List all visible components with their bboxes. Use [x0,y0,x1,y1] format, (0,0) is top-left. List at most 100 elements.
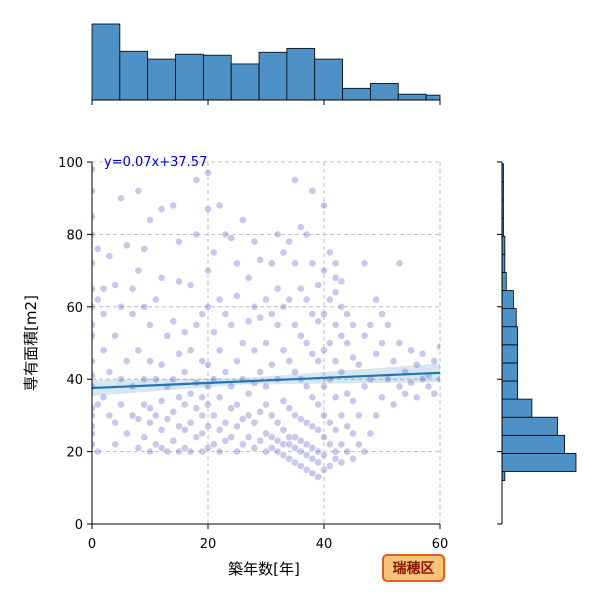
top-hist-bar [342,87,371,101]
scatter-point [279,397,288,405]
scatter-point [215,425,224,434]
scatter-point [273,436,282,445]
scatter-point [430,389,439,398]
scatter-point [227,234,236,242]
scatter-point [314,425,323,434]
scatter-point [325,462,334,470]
scatter-point [267,259,276,268]
scatter-point [180,368,189,376]
scatter-point [146,357,154,365]
scatter-point [175,349,183,358]
scatter-point [389,400,398,409]
scatter-point [314,357,323,365]
scatter-point [314,473,323,481]
scatter-point [308,259,317,268]
right-hist-bar [501,272,507,291]
x-tick-label: 20 [200,537,217,552]
scatter-point [134,444,143,452]
scatter-point [117,400,125,409]
scatter-point [169,436,178,445]
ward-badge: 瑞穂区 [382,554,445,582]
scatter-point [291,444,299,452]
scatter-point [192,433,201,442]
scatter-point [175,277,183,286]
scatter-point [157,444,166,452]
scatter-point [314,447,323,456]
scatter-point [279,425,288,434]
scatter-point [418,375,427,384]
scatter-point [134,187,143,195]
scatter-point [250,346,259,355]
top-hist-ticks [91,100,441,105]
scatter-point [267,360,276,369]
scatter-point [279,440,288,449]
scatter-point [325,248,334,257]
y-tick-label: 60 [66,301,83,316]
y-axis-ticks: 0 20 40 60 80 100 [58,156,92,533]
scatter-point [279,248,288,257]
scatter-point [320,201,328,210]
scatter-point [267,310,276,318]
scatter-point [93,295,102,304]
scatter-point [209,248,218,257]
scatter-point [302,418,311,427]
scatter-point [209,411,218,420]
scatter-point [244,389,253,398]
scatter-point [204,302,212,311]
scatter-point [349,397,357,405]
scatter-point [93,244,102,253]
scatter-point [325,418,334,427]
scatter-point [146,404,154,413]
scatter-point [343,422,352,431]
scatter-point [215,201,224,210]
scatter-point [221,310,230,318]
scatter-point [157,425,166,434]
scatter-point [262,295,270,304]
scatter-point [134,346,143,355]
scatter-point [285,433,294,442]
scatter-point [302,382,311,391]
scatter-point [337,458,346,467]
scatter-point [337,302,346,311]
scatter-point [244,317,253,326]
scatter-point [302,295,311,304]
scatter-point [331,425,340,434]
scatter-point [349,320,357,329]
scatter-point [343,447,352,456]
scatter-point [215,346,224,355]
scatter-point [343,339,352,347]
scatter-point [140,302,149,311]
scatter-point [99,284,108,293]
scatter-point [256,255,265,264]
scatter-point [291,368,299,376]
scatter-point [250,302,259,311]
scatter-point [221,418,230,427]
scatter-point [157,273,166,282]
scatter-point [320,411,328,420]
right-hist-bar [501,308,517,328]
scatter-point [279,451,288,460]
scatter-point [117,375,125,384]
scatter-point [262,382,270,391]
scatter-point [111,331,120,340]
scatter-point [221,230,230,239]
top-hist-bar [175,53,204,101]
scatter-point [175,393,183,402]
scatter-point [331,259,340,268]
scatter-point [151,440,160,449]
scatter-point [279,302,288,311]
scatter-point [227,404,236,413]
scatter-point [262,447,270,456]
right-hist-bar [501,380,519,400]
scatter-point [128,284,137,293]
scatter-point [360,382,369,391]
scatter-point [122,357,131,365]
scatter-point [175,447,183,456]
scatter-point [215,393,224,402]
scatter-point [366,429,375,438]
y-tick-label: 80 [66,228,83,243]
scatter-point [93,400,102,409]
scatter-point [372,349,381,358]
scatter-point [273,230,282,239]
scatter-point [395,339,404,347]
